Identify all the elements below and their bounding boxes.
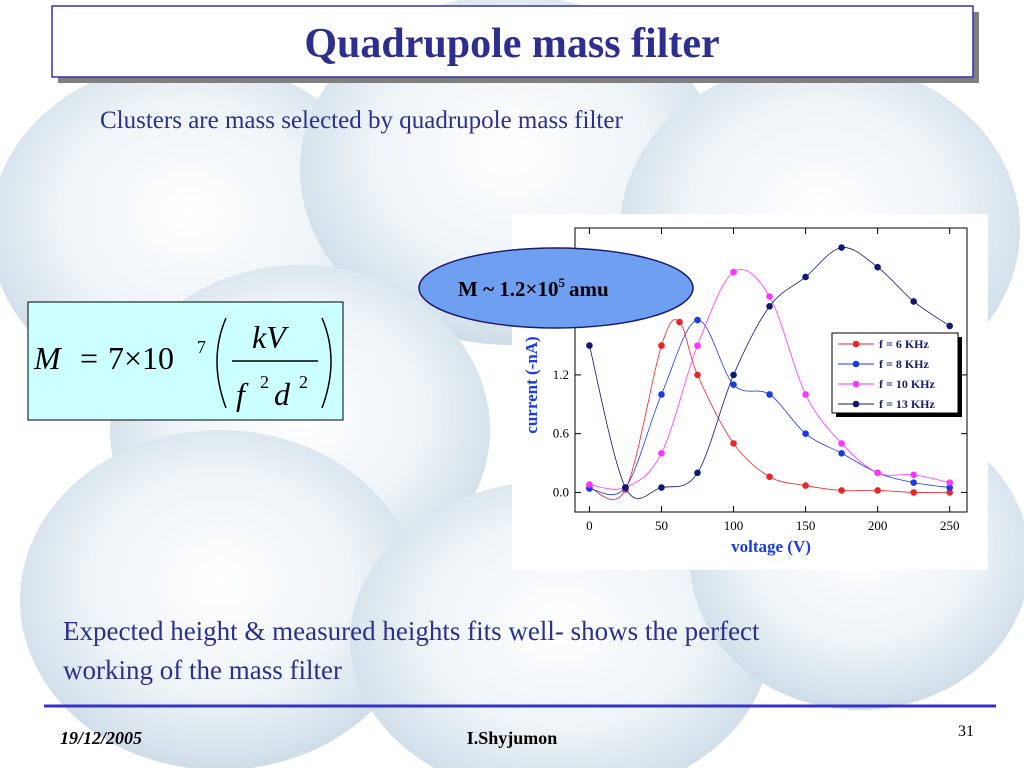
footer-date: 19/12/2005: [60, 728, 142, 748]
x-tick-label: 0: [586, 518, 593, 533]
data-point: [766, 293, 773, 300]
legend-label: f = 8 KHz: [879, 357, 930, 371]
formula-coef: 7×10: [108, 340, 174, 376]
formula-d: d: [274, 376, 291, 412]
paren-right: [321, 317, 332, 409]
data-point: [658, 391, 665, 398]
x-tick-label: 50: [655, 518, 668, 533]
data-point: [910, 479, 917, 486]
data-point: [838, 440, 845, 447]
legend-label: f = 13 KHz: [879, 397, 936, 411]
formula-exp: 7: [197, 337, 206, 357]
title: Quadrupole mass filter: [304, 21, 719, 67]
x-tick-label: 100: [724, 518, 744, 533]
formula-f-exp: 2: [260, 372, 269, 392]
data-point: [766, 473, 773, 481]
data-point: [694, 469, 701, 477]
data-point: [766, 303, 773, 310]
data-point: [946, 484, 954, 491]
y-tick-label: 1.2: [553, 367, 569, 382]
annotation: M ~ 1.2×105 amu: [458, 275, 609, 301]
data-point: [658, 484, 665, 491]
annotation-ellipse: [418, 247, 694, 329]
data-point: [658, 342, 665, 349]
formula: M = 7×10 7 kV f 2 d 2: [33, 317, 332, 412]
legend-label: f = 6 KHz: [879, 337, 930, 351]
data-point: [910, 298, 917, 305]
body-line: Expected height & measured heights fits …: [63, 616, 760, 646]
data-point: [838, 244, 845, 251]
data-point: [766, 391, 773, 398]
legend-label: f = 10 KHz: [879, 377, 936, 391]
data-point: [586, 342, 593, 349]
annotation-unit: amu: [569, 277, 609, 301]
legend-marker: [852, 340, 860, 348]
data-point: [946, 322, 954, 330]
series-line: [589, 247, 950, 499]
page-number: 31: [958, 723, 974, 740]
data-point: [838, 487, 845, 494]
y-tick-label: 0.6: [553, 426, 570, 441]
x-tick-label: 150: [796, 518, 816, 533]
series-line: [589, 319, 950, 496]
data-point: [910, 489, 917, 496]
legend-marker: [852, 380, 860, 388]
plot-frame: [574, 227, 968, 513]
data-point: [658, 449, 665, 457]
data-point: [838, 449, 845, 457]
data-point: [946, 489, 954, 496]
data-point: [730, 268, 737, 276]
data-point: [802, 430, 809, 437]
annotation-sup: 5: [558, 275, 565, 290]
data-point: [730, 381, 737, 388]
data-point: [694, 316, 701, 324]
data-point: [910, 471, 917, 479]
x-tick-label: 200: [868, 518, 888, 533]
data-point: [802, 273, 809, 281]
annotation-text: M ~ 1.2×10: [458, 277, 558, 301]
data-point: [802, 391, 809, 398]
y-axis-label: current (-nA): [522, 336, 541, 433]
data-point: [730, 371, 737, 379]
formula-num: kV: [252, 319, 289, 355]
data-point: [946, 479, 954, 486]
paren-left: [216, 317, 227, 409]
data-point: [694, 342, 701, 349]
x-tick-label: 250: [940, 518, 960, 533]
data-point: [586, 481, 593, 488]
data-point: [874, 487, 881, 494]
chart: 0 50 100 150 200 250 0.0 0.6 1.2 voltage (V) curre…: [522, 227, 968, 556]
y-tick-label: 0.0: [553, 484, 569, 499]
subtitle: Clusters are mass selected by quadrupole…: [100, 107, 623, 134]
data-point: [874, 469, 881, 477]
data-point: [676, 318, 683, 326]
legend: [831, 332, 959, 414]
footer-author: I.Shyjumon: [467, 728, 558, 748]
formula-eq: =: [80, 340, 98, 376]
data-point: [694, 371, 701, 379]
data-point: [802, 482, 809, 489]
legend-marker: [852, 400, 860, 408]
data-point: [622, 484, 629, 491]
title-box: [51, 5, 974, 78]
legend-marker: [852, 360, 860, 368]
formula-lhs: M: [33, 340, 63, 376]
data-point: [874, 263, 881, 271]
formula-d-exp: 2: [299, 372, 308, 392]
x-axis-label: voltage (V): [731, 537, 811, 556]
data-point: [730, 440, 737, 447]
body-line: working of the mass filter: [63, 655, 342, 685]
